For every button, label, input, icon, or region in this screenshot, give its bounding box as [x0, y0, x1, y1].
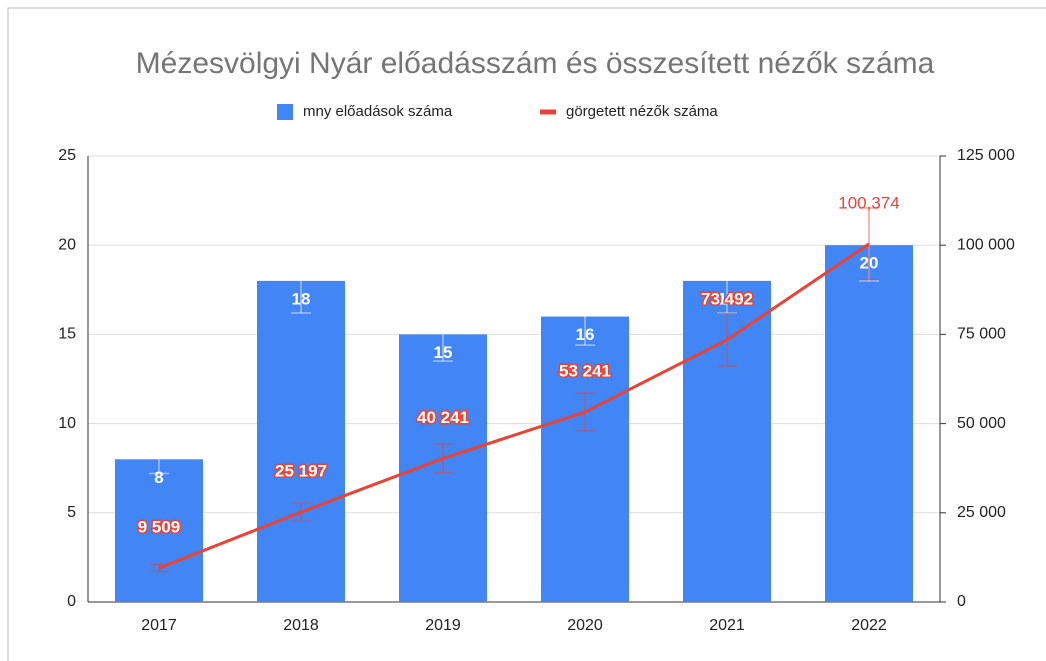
x-tick-label: 2018 — [283, 617, 319, 634]
y2-tick-label: 0 — [957, 593, 966, 610]
y-tick-label: 10 — [58, 415, 76, 432]
x-tick-label: 2022 — [851, 617, 887, 634]
line — [158, 242, 870, 570]
x-tick-label: 2020 — [567, 617, 603, 634]
chart-title: Mézesvölgyi Nyár előadásszám és összesít… — [136, 47, 935, 80]
legend-label: görgetett nézők száma — [566, 103, 718, 120]
data-label: 25 197 — [275, 462, 327, 481]
x-tick-label: 2021 — [709, 617, 745, 634]
data-label: 15 — [434, 343, 453, 362]
frame — [7, 7, 1046, 661]
bar — [257, 280, 345, 602]
data-label: 9 509 — [138, 518, 181, 537]
y2-tick-label: 100 000 — [957, 236, 1015, 253]
data-label: 16 — [576, 325, 595, 344]
data-label: 8 — [154, 468, 163, 487]
bar — [825, 245, 913, 602]
y2-tick-label: 125 000 — [957, 147, 1015, 164]
y2-tick-label: 50 000 — [957, 415, 1006, 432]
bar — [541, 316, 629, 602]
data-label: 100,374 — [838, 193, 899, 212]
x-tick-label: 2019 — [425, 617, 461, 634]
data-label: 40 241 — [417, 408, 469, 427]
data-label: 73 492 — [701, 289, 753, 308]
y-tick-label: 15 — [58, 326, 76, 343]
y2-tick-label: 75 000 — [957, 326, 1006, 343]
data-label: 18 — [292, 289, 311, 308]
y2-tick-label: 25 000 — [957, 504, 1006, 521]
y-tick-label: 0 — [67, 593, 76, 610]
bar — [115, 459, 203, 602]
legend-label: mny előadások száma — [303, 103, 453, 120]
y-tick-label: 5 — [67, 504, 76, 521]
legend-swatch — [277, 104, 293, 120]
x-tick-label: 2017 — [141, 617, 177, 634]
y-tick-label: 25 — [58, 147, 76, 164]
y-tick-label: 20 — [58, 236, 76, 253]
data-label: 18 — [718, 289, 737, 308]
data-label: 53 241 — [559, 362, 611, 381]
